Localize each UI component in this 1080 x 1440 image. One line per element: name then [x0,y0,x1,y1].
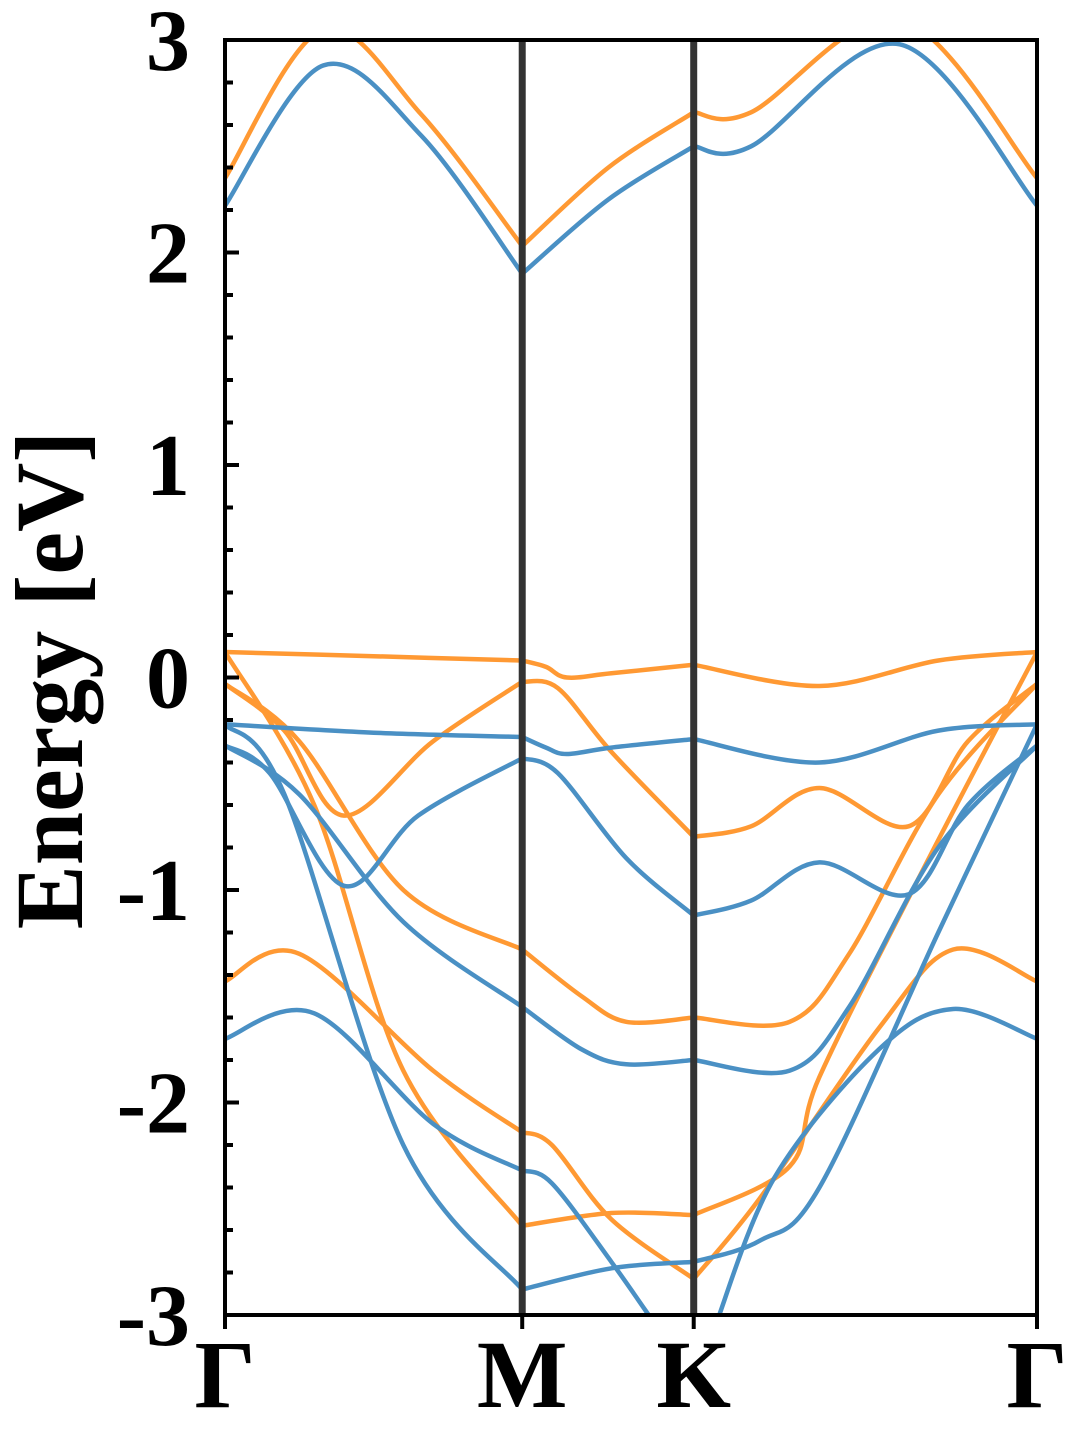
band-line-orange [691,946,1037,1282]
y-axis-label: Energy [eV] [0,431,103,930]
band-line-blue [691,743,1037,1076]
band-line-orange [519,658,696,680]
band-line-blue [225,61,525,276]
band-line-blue [225,1007,525,1173]
band-line-orange [691,649,1037,689]
band-line-orange [519,678,696,840]
kpoint-lines [518,40,698,1315]
band-line-blue [225,722,525,740]
band-line-blue [519,734,696,757]
x-tick-label: K [656,1321,731,1428]
y-tick-label: -3 [117,1268,190,1365]
y-ticks: 3 2 1 0 -1 -2 -3 [117,0,239,1365]
y-tick-label: -1 [117,843,190,940]
band-line-orange [519,110,696,249]
band-line-orange [225,40,525,249]
y-tick-label: 3 [146,0,190,90]
y-tick-label: 0 [146,631,190,728]
band-line-orange [225,649,525,1229]
band-line-orange [691,40,1037,181]
y-tick-label: 2 [146,206,190,303]
band-line-blue [691,41,1037,208]
band-line-orange [519,947,696,1025]
band-line-blue [519,1004,696,1067]
band-line-blue [519,1259,696,1292]
x-tick-label: M [477,1321,568,1428]
y-tick-label: 1 [146,418,190,515]
band-line-orange [691,681,1037,1028]
band-line-orange [519,1130,696,1282]
band-line-orange [225,948,525,1135]
band-line-blue [716,1006,1037,1315]
band-line-orange [225,679,525,818]
band-line-orange [225,649,525,663]
band-line-blue [519,144,696,276]
band-line-blue [519,756,696,918]
band-line-blue [691,722,1037,765]
axes [223,38,1039,1317]
band-curves [225,40,1037,1315]
band-line-blue [225,722,525,1292]
x-tick-label: Γ [194,1321,255,1428]
band-line-blue [519,1168,652,1315]
band-line-orange [691,681,1037,840]
x-tick-label: Γ [1006,1321,1067,1428]
band-line-blue [225,743,525,1010]
band-line-blue [691,743,1037,918]
band-line-orange [519,1210,696,1229]
plot-frame [223,38,1039,1317]
y-tick-label: -2 [117,1056,190,1153]
band-line-blue [691,722,1037,1265]
